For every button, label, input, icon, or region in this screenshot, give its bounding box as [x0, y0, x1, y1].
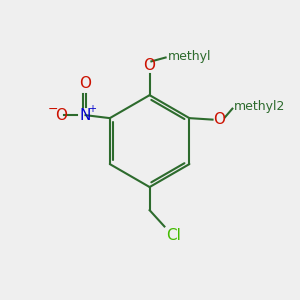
Text: O: O — [80, 76, 92, 91]
Text: Cl: Cl — [166, 228, 181, 243]
Text: O: O — [213, 112, 225, 127]
Text: −: − — [48, 103, 58, 116]
Text: +: + — [88, 103, 96, 114]
Text: methyl2: methyl2 — [234, 100, 285, 113]
Text: O: O — [55, 108, 67, 123]
Text: N: N — [80, 108, 91, 123]
Text: methyl: methyl — [167, 50, 211, 63]
Text: O: O — [144, 58, 156, 73]
